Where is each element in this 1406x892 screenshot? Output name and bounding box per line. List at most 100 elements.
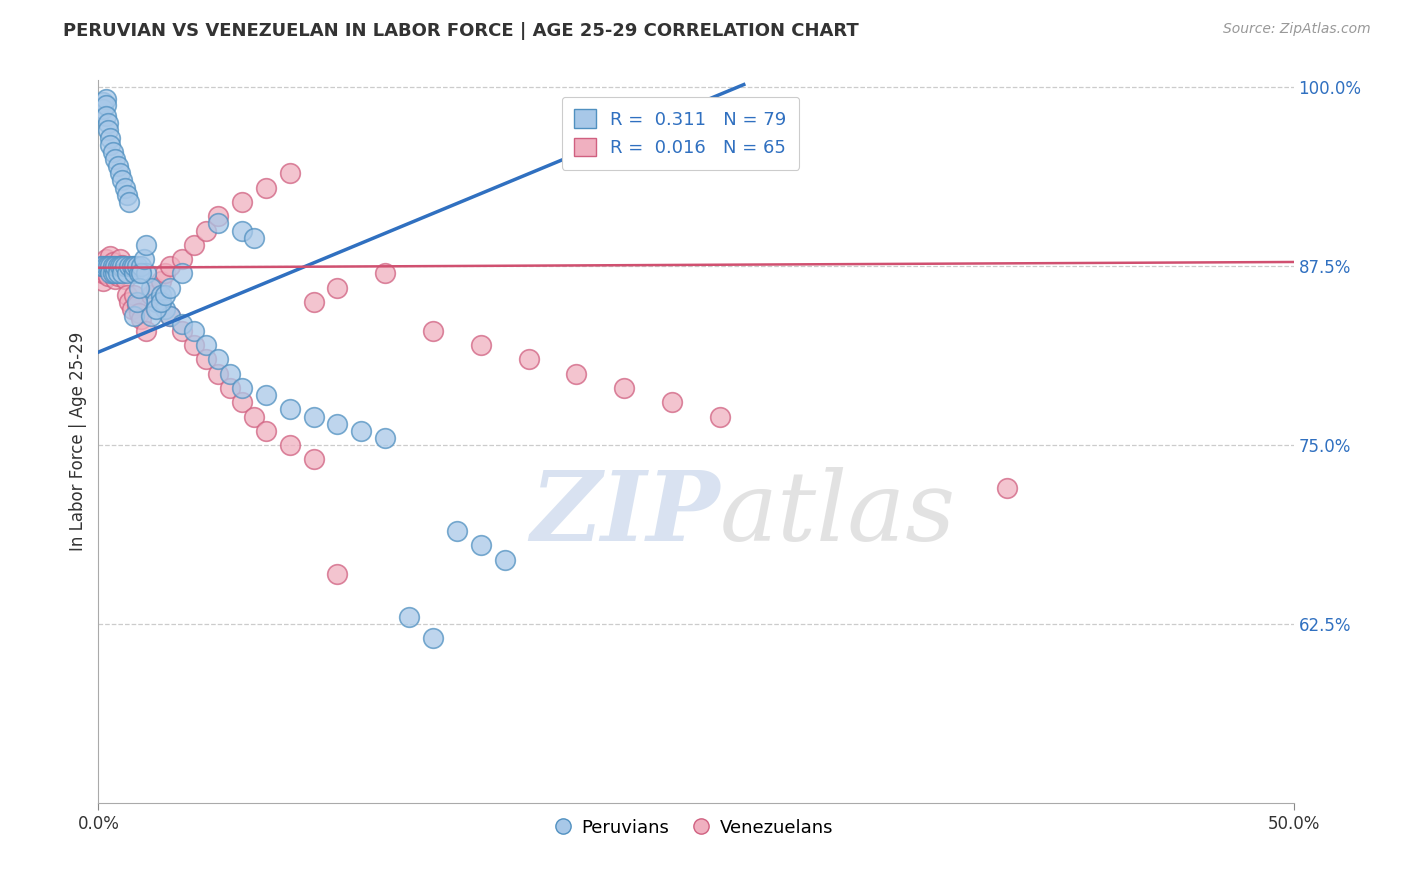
- Point: [90, 267, 112, 281]
- Point: [135, 267, 157, 281]
- Point: [219, 381, 242, 395]
- Point: [124, 310, 146, 324]
- Point: [104, 260, 127, 274]
- Point: [254, 180, 277, 194]
- Point: [326, 281, 349, 295]
- Point: [108, 166, 131, 180]
- Point: [155, 288, 177, 302]
- Point: [195, 338, 218, 352]
- Point: [131, 260, 153, 274]
- Point: [107, 260, 129, 274]
- Point: [219, 367, 242, 381]
- Point: [517, 352, 540, 367]
- Point: [111, 173, 134, 187]
- Point: [111, 260, 134, 274]
- Point: [94, 97, 117, 112]
- Point: [104, 267, 127, 281]
- Point: [661, 395, 683, 409]
- Point: [278, 166, 301, 180]
- Point: [149, 274, 172, 288]
- Point: [91, 267, 114, 281]
- Point: [98, 260, 122, 274]
- Point: [118, 260, 141, 274]
- Point: [231, 395, 253, 409]
- Point: [131, 312, 153, 326]
- Point: [183, 237, 205, 252]
- Point: [101, 255, 124, 269]
- Text: ZIP: ZIP: [530, 467, 720, 561]
- Point: [90, 260, 112, 274]
- Point: [159, 281, 181, 295]
- Point: [115, 288, 138, 302]
- Point: [135, 324, 157, 338]
- Point: [159, 310, 181, 324]
- Point: [98, 130, 122, 145]
- Point: [108, 260, 131, 274]
- Point: [94, 267, 117, 281]
- Point: [98, 249, 122, 263]
- Point: [128, 281, 150, 295]
- Point: [124, 260, 146, 274]
- Point: [326, 566, 349, 581]
- Point: [114, 272, 136, 286]
- Point: [104, 267, 127, 281]
- Point: [128, 267, 150, 281]
- Point: [422, 632, 444, 646]
- Point: [172, 267, 194, 281]
- Point: [125, 295, 148, 310]
- Point: [118, 194, 141, 209]
- Point: [121, 302, 143, 317]
- Point: [139, 281, 162, 295]
- Point: [97, 263, 120, 277]
- Point: [124, 267, 146, 281]
- Point: [98, 267, 122, 281]
- Text: PERUVIAN VS VENEZUELAN IN LABOR FORCE | AGE 25-29 CORRELATION CHART: PERUVIAN VS VENEZUELAN IN LABOR FORCE | …: [63, 22, 859, 40]
- Point: [104, 152, 127, 166]
- Point: [207, 216, 229, 230]
- Text: Source: ZipAtlas.com: Source: ZipAtlas.com: [1223, 22, 1371, 37]
- Point: [98, 137, 122, 152]
- Text: atlas: atlas: [720, 467, 956, 561]
- Point: [118, 295, 141, 310]
- Point: [374, 267, 396, 281]
- Point: [111, 263, 134, 277]
- Point: [302, 295, 325, 310]
- Point: [115, 187, 138, 202]
- Point: [94, 260, 117, 274]
- Point: [91, 260, 114, 274]
- Point: [90, 260, 112, 274]
- Point: [326, 417, 349, 431]
- Point: [231, 194, 253, 209]
- Point: [145, 295, 167, 310]
- Point: [470, 538, 492, 552]
- Point: [243, 230, 266, 244]
- Point: [101, 263, 124, 277]
- Point: [374, 431, 396, 445]
- Point: [398, 609, 420, 624]
- Point: [243, 409, 266, 424]
- Point: [114, 260, 136, 274]
- Point: [172, 317, 194, 331]
- Point: [135, 237, 157, 252]
- Point: [302, 452, 325, 467]
- Point: [172, 324, 194, 338]
- Point: [254, 388, 277, 402]
- Point: [183, 324, 205, 338]
- Point: [139, 288, 162, 302]
- Point: [470, 338, 492, 352]
- Point: [494, 552, 516, 566]
- Point: [172, 252, 194, 266]
- Point: [995, 481, 1018, 495]
- Point: [91, 260, 114, 274]
- Point: [565, 367, 588, 381]
- Point: [94, 109, 117, 123]
- Point: [709, 409, 731, 424]
- Point: [446, 524, 468, 538]
- Point: [613, 381, 636, 395]
- Point: [149, 295, 172, 310]
- Point: [131, 267, 153, 281]
- Point: [254, 424, 277, 438]
- Point: [107, 159, 129, 173]
- Point: [107, 267, 129, 281]
- Point: [91, 102, 114, 116]
